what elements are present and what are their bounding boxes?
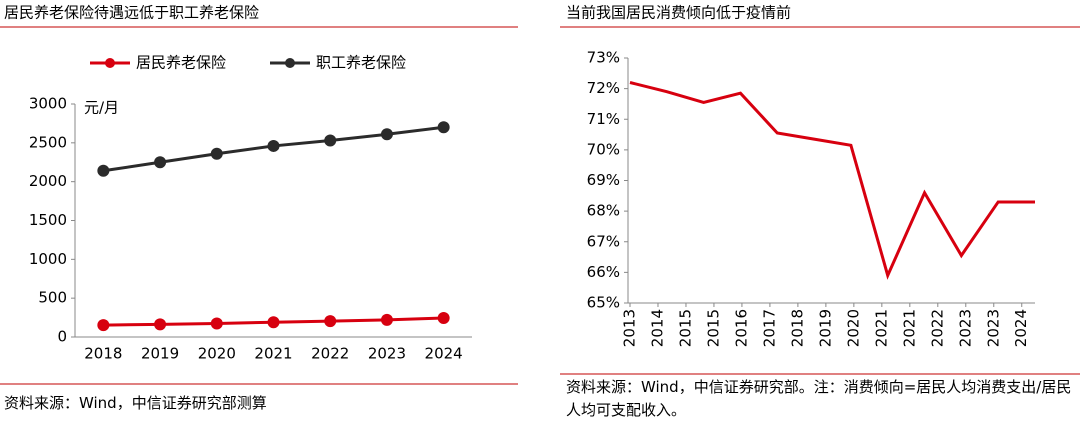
x-tick-label: 2017 (760, 309, 778, 347)
x-tick-label: 2014 (648, 309, 666, 347)
y-tick-label: 500 (38, 289, 67, 307)
x-tick-label: 2018 (84, 345, 122, 363)
marker (380, 128, 393, 141)
y-tick-label: 72% (587, 79, 620, 97)
y-tick-label: 0 (57, 328, 67, 346)
chart-title: 当前我国居民消费倾向低于疫情前 (566, 4, 791, 22)
y-tick-label: 2500 (29, 133, 67, 151)
x-tick-label: 2021 (872, 309, 890, 347)
y-tick-label: 69% (587, 171, 620, 189)
x-tick-label: 2024 (1012, 309, 1030, 347)
x-tick-label: 2015 (676, 309, 694, 347)
marker (324, 134, 337, 147)
x-tick-label: 2020 (844, 309, 862, 347)
legend-label: 居民养老保险 (136, 54, 226, 72)
x-tick-label: 2019 (816, 309, 834, 347)
y-tick-label: 2000 (29, 172, 67, 190)
marker (324, 315, 337, 328)
marker (267, 139, 280, 152)
y-tick-label: 1500 (29, 211, 67, 229)
marker (154, 318, 167, 331)
x-tick-label: 2013 (621, 309, 639, 347)
x-tick-label: 2019 (141, 345, 179, 363)
x-tick-label: 2021 (254, 345, 292, 363)
x-tick-label: 2023 (984, 309, 1002, 347)
legend-marker (285, 58, 295, 68)
x-tick-label: 2024 (425, 345, 463, 363)
y-tick-label: 65% (587, 294, 620, 312)
marker (380, 313, 393, 326)
x-tick-label: 2021 (900, 309, 918, 347)
chart-title: 居民养老保险待遇远低于职工养老保险 (4, 4, 259, 22)
x-tick-label: 2023 (368, 345, 406, 363)
y-tick-label: 66% (587, 263, 620, 281)
legend-marker (105, 58, 115, 68)
marker (437, 311, 450, 324)
x-tick-label: 2015 (704, 309, 722, 347)
marker (210, 317, 223, 330)
source-note: 资料来源：Wind，中信证券研究部测算 (4, 394, 267, 412)
y-tick-label: 71% (587, 110, 620, 128)
unit-label: 元/月 (84, 99, 119, 117)
x-tick-label: 2022 (311, 345, 349, 363)
x-tick-label: 2023 (956, 309, 974, 347)
y-tick-label: 1000 (29, 250, 67, 268)
legend-label: 职工养老保险 (316, 54, 406, 72)
y-tick-label: 68% (587, 202, 620, 220)
y-tick-label: 73% (587, 49, 620, 67)
marker (267, 316, 280, 329)
marker (154, 156, 167, 169)
marker (210, 147, 223, 160)
x-tick-label: 2022 (928, 309, 946, 347)
line (629, 81, 1035, 280)
y-tick-label: 3000 (29, 95, 67, 113)
x-tick-label: 2018 (788, 309, 806, 347)
y-tick-label: 67% (587, 232, 620, 250)
marker (97, 319, 110, 332)
x-tick-label: 2020 (198, 345, 236, 363)
y-tick-label: 70% (587, 140, 620, 158)
source-note: 资料来源：Wind，中信证券研究部。注：消费倾向=居民人均消费支出/居民人均可支… (566, 378, 1072, 419)
x-tick-label: 2016 (732, 309, 750, 347)
marker (97, 164, 110, 177)
marker (437, 121, 450, 134)
